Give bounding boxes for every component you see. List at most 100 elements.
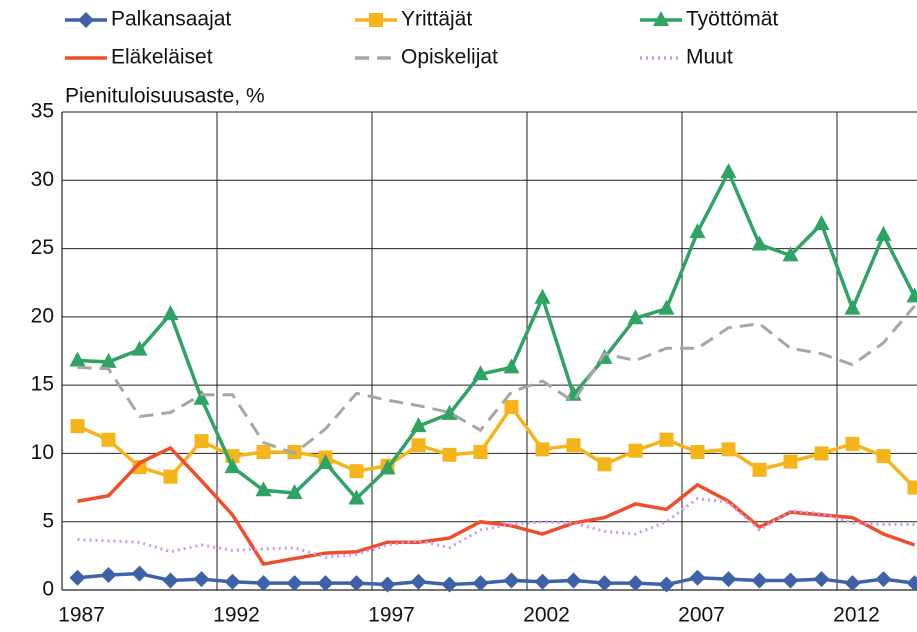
marker: [751, 572, 768, 589]
marker: [317, 575, 334, 592]
marker: [875, 225, 892, 241]
marker: [844, 299, 861, 315]
marker: [689, 569, 706, 586]
marker: [410, 573, 427, 590]
marker: [721, 442, 736, 457]
marker: [193, 389, 210, 405]
marker: [689, 223, 706, 239]
marker: [597, 457, 612, 472]
marker: [627, 575, 644, 592]
marker: [535, 442, 550, 457]
legend-marker: [653, 11, 669, 26]
marker: [193, 571, 210, 588]
marker: [782, 246, 799, 262]
marker: [844, 575, 861, 592]
marker: [162, 572, 179, 589]
x-tick-label: 1987: [58, 604, 105, 627]
marker: [349, 464, 364, 479]
marker: [442, 447, 457, 462]
y-tick-label: 5: [42, 509, 54, 532]
marker: [441, 576, 458, 593]
marker: [100, 566, 117, 583]
marker: [720, 571, 737, 588]
marker: [658, 299, 675, 315]
legend-label: Opiskelijat: [401, 46, 498, 69]
series-line: [76, 403, 916, 489]
marker: [131, 340, 148, 356]
marker: [348, 575, 365, 592]
legend-label: Yrittäjät: [401, 8, 472, 31]
marker: [255, 575, 272, 592]
marker: [752, 462, 767, 477]
marker: [163, 469, 178, 484]
marker: [504, 399, 519, 414]
marker: [566, 438, 581, 453]
marker: [162, 305, 179, 321]
marker: [782, 572, 799, 589]
y-tick-label: 30: [31, 168, 54, 191]
marker: [286, 575, 303, 592]
legend-label: Eläkeläiset: [111, 46, 213, 69]
y-tick-label: 25: [31, 236, 54, 259]
marker: [907, 480, 917, 495]
marker: [286, 484, 303, 500]
y-tick-label: 20: [31, 304, 54, 327]
marker: [596, 575, 613, 592]
marker: [410, 417, 427, 433]
marker: [69, 569, 86, 586]
x-tick-label: 2012: [833, 604, 880, 627]
marker: [70, 419, 85, 434]
marker: [845, 436, 860, 451]
marker: [348, 489, 365, 505]
series-line: [77, 167, 917, 502]
marker: [472, 365, 489, 381]
legend-marker: [369, 13, 383, 27]
marker: [317, 453, 334, 469]
marker: [131, 565, 148, 582]
legend-marker: [78, 12, 94, 28]
marker: [783, 454, 798, 469]
marker: [503, 358, 520, 374]
marker: [628, 443, 643, 458]
marker: [224, 458, 241, 474]
marker: [379, 459, 396, 475]
marker: [101, 432, 116, 447]
marker: [503, 572, 520, 589]
x-tick-label: 1992: [213, 604, 260, 627]
legend-label: Palkansaajat: [111, 8, 231, 31]
marker: [69, 351, 86, 367]
x-tick-label: 2007: [678, 604, 725, 627]
marker: [906, 575, 917, 592]
marker: [472, 575, 489, 592]
x-tick-label: 1997: [368, 604, 415, 627]
y-tick-label: 10: [31, 441, 54, 464]
marker: [813, 571, 830, 588]
marker: [534, 288, 551, 304]
marker: [876, 449, 891, 464]
marker: [534, 573, 551, 590]
series-line: [77, 571, 915, 587]
marker: [627, 309, 644, 325]
series-line: [77, 445, 916, 566]
series-line: [77, 304, 916, 456]
y-tick-label: 0: [42, 578, 54, 601]
marker: [411, 438, 426, 453]
marker: [194, 434, 209, 449]
series-line: [77, 496, 915, 559]
marker: [659, 432, 674, 447]
legend-label: Työttömät: [686, 8, 778, 31]
y-axis-label: Pienituloisuusaste, %: [65, 85, 265, 108]
marker: [720, 163, 737, 179]
x-tick-label: 2002: [523, 604, 570, 627]
marker: [690, 445, 705, 460]
marker: [751, 235, 768, 251]
marker: [875, 571, 892, 588]
y-tick-label: 15: [31, 373, 54, 396]
marker: [255, 481, 272, 497]
legend-label: Muut: [686, 46, 733, 69]
marker: [565, 572, 582, 589]
y-tick-label: 35: [31, 100, 54, 123]
marker: [132, 460, 147, 475]
marker: [100, 352, 117, 368]
